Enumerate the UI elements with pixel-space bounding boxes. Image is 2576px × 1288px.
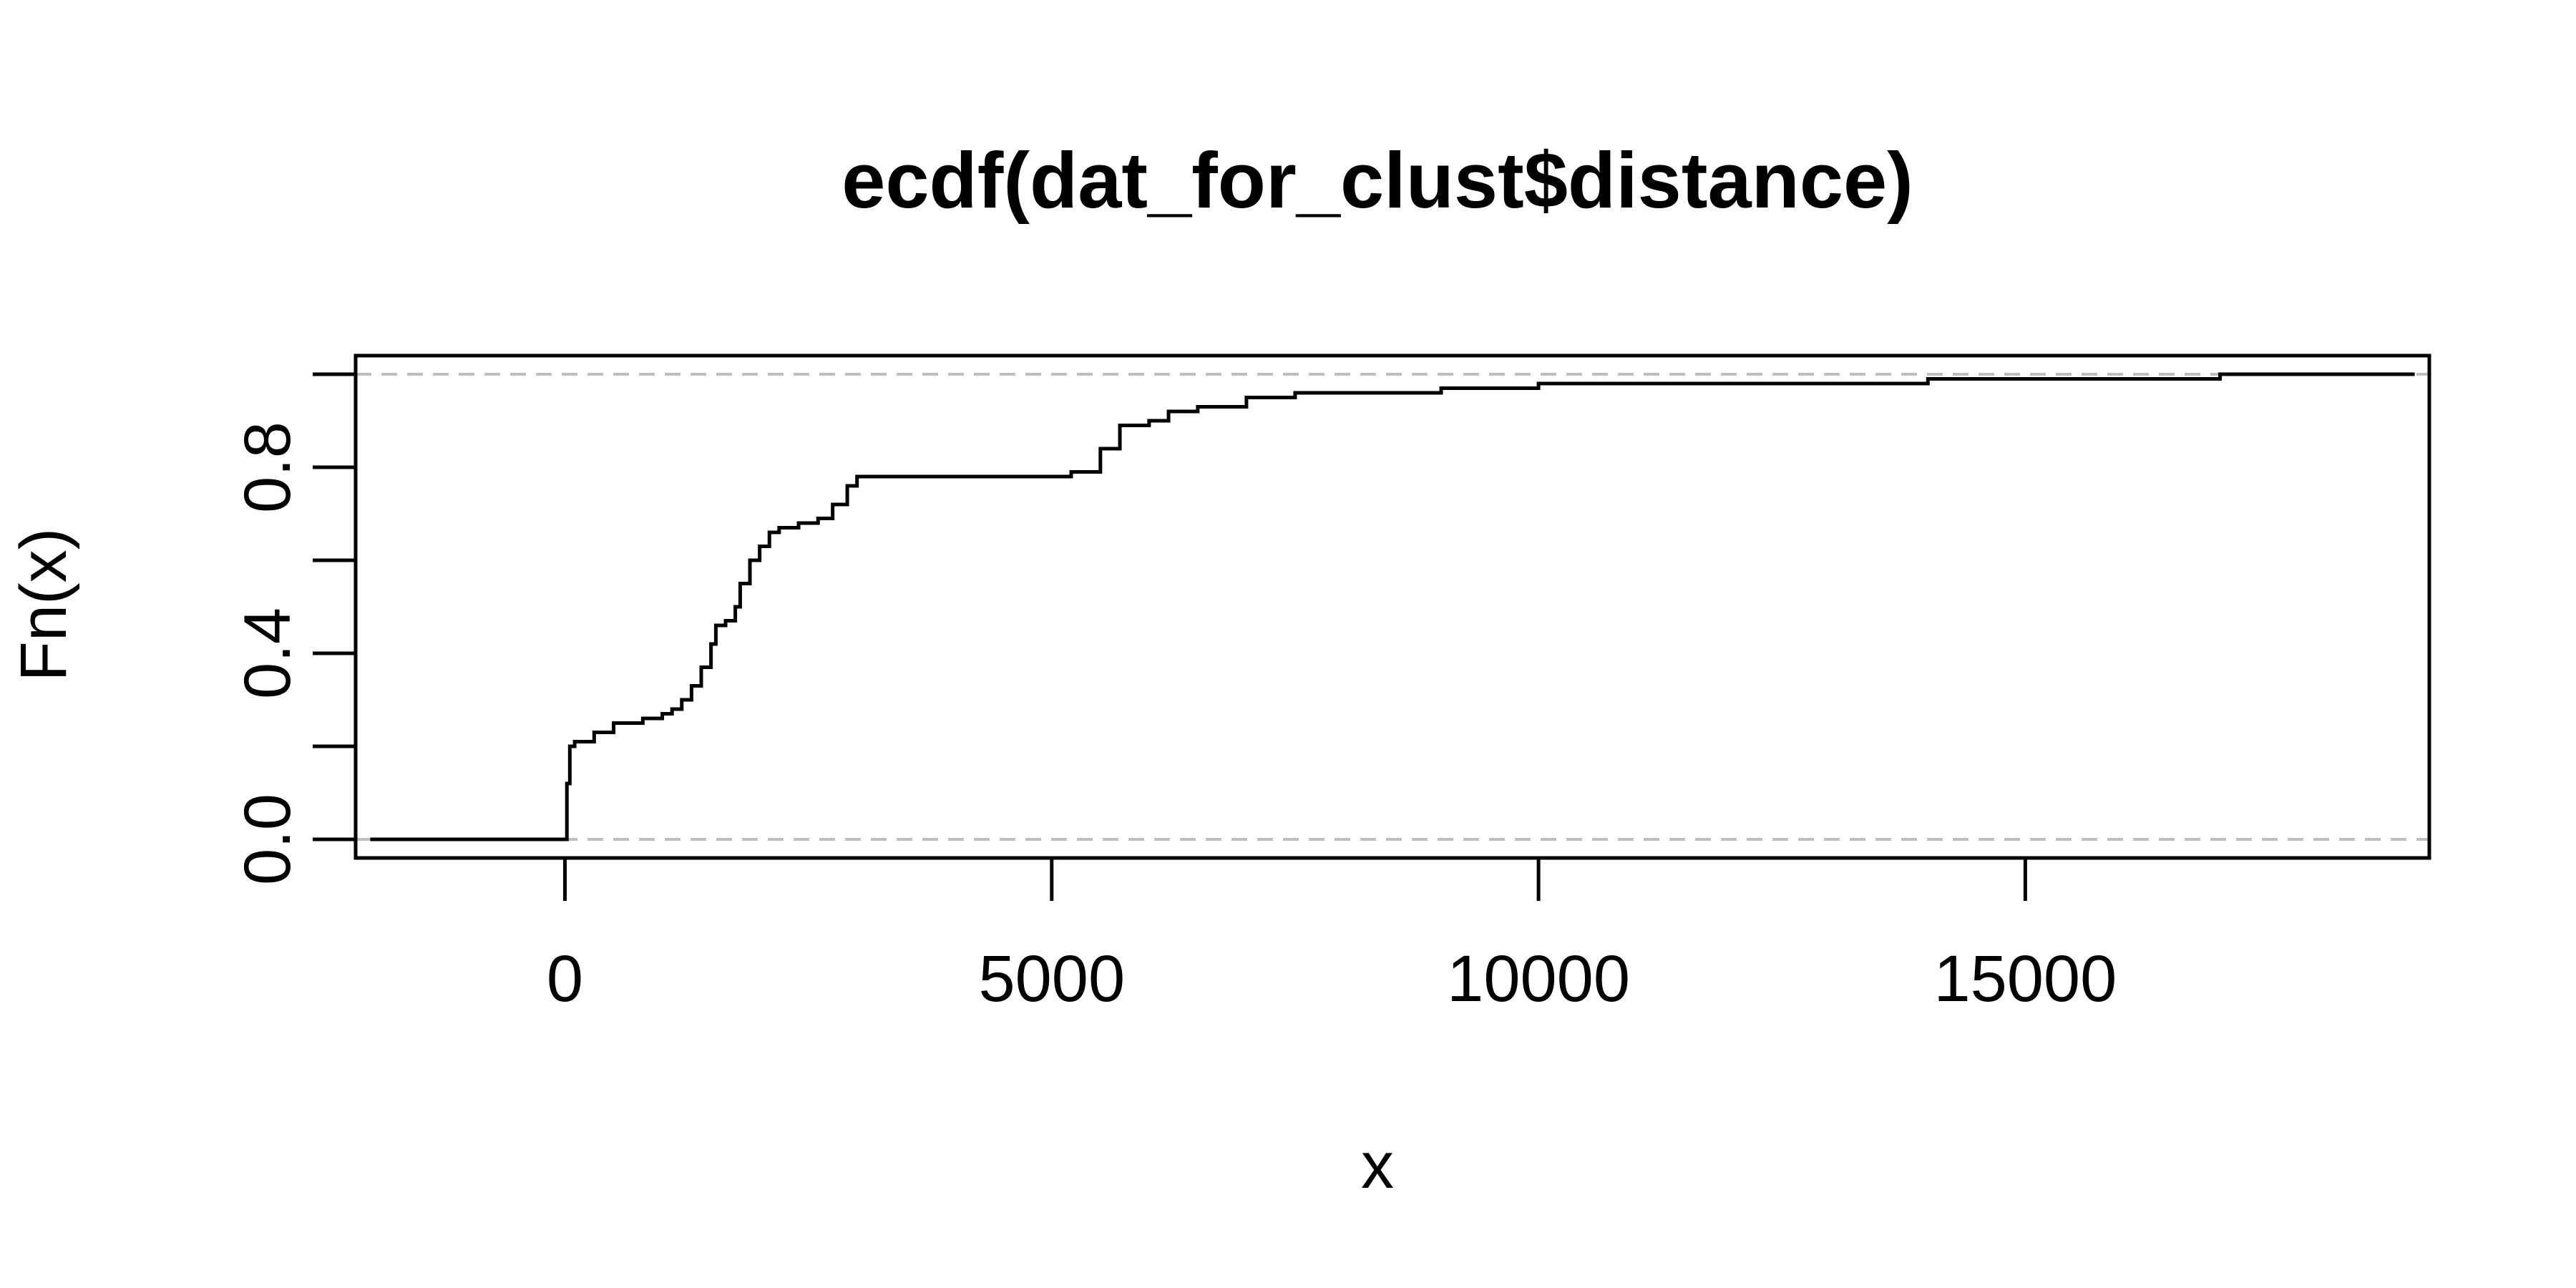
x-tick-label-2: 10000 [1447, 942, 1630, 1015]
plot-layer: 0 5000 10000 15000 0.0 0.4 0.8 [231, 353, 2431, 1015]
y-axis-label: Fn(x) [7, 528, 80, 682]
y-tick-label-0: 0.0 [231, 794, 304, 885]
y-tick-label-4: 0.8 [231, 421, 304, 513]
y-tick-label-2: 0.4 [231, 608, 304, 699]
chart-title: ecdf(dat_for_clust$distance) [841, 137, 1913, 225]
ecdf-step-line [370, 372, 2415, 841]
x-axis-label: x [1361, 1129, 1394, 1202]
x-tick-label-1: 5000 [978, 942, 1125, 1015]
x-tick-label-3: 15000 [1933, 942, 2117, 1015]
x-tick-label-0: 0 [547, 942, 583, 1015]
plot-box [353, 353, 2431, 860]
